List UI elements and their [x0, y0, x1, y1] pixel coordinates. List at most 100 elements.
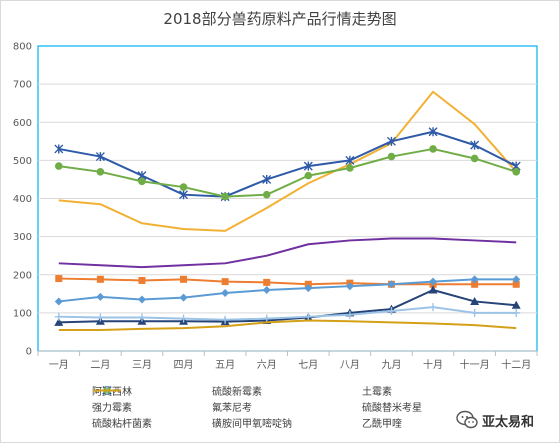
data-point	[512, 275, 521, 284]
data-point	[428, 127, 438, 137]
data-point	[179, 190, 189, 200]
y-tick-label: 200	[13, 270, 32, 281]
data-point	[221, 278, 229, 286]
x-tick-label: 十一月	[460, 358, 490, 371]
data-point	[221, 289, 230, 298]
data-point	[303, 161, 313, 171]
chart-legend: 阿莫西林 硫酸新霉素 土霉素 强力霉素 氟苯尼考 硫酸替米考星 硫酸粘杆菌素 磺胺间甲氧嘧啶钠…	[92, 384, 512, 430]
data-point	[262, 190, 271, 199]
data-point	[387, 280, 396, 289]
y-tick-label: 100	[13, 308, 32, 319]
series-9	[58, 319, 517, 332]
x-tick-label: 四月	[174, 359, 194, 371]
legend-item: 强力霉素	[92, 389, 212, 414]
y-tick-label: 700	[13, 80, 32, 91]
data-point	[96, 275, 104, 283]
legend-label: 硫酸粘杆菌素	[92, 419, 152, 430]
data-point	[180, 275, 188, 283]
data-point	[470, 275, 479, 284]
data-point	[179, 314, 188, 323]
x-tick-label: 十月	[423, 358, 443, 371]
data-point	[386, 136, 396, 146]
legend-label: 阿莫西林	[92, 387, 132, 398]
legend-label: 乙酰甲喹	[362, 419, 402, 430]
x-tick-label: 七月	[298, 359, 318, 371]
series-2	[54, 275, 521, 306]
x-tick-label: 六月	[257, 359, 277, 371]
data-point	[429, 303, 438, 312]
data-point	[262, 314, 271, 323]
data-point	[54, 312, 63, 321]
data-point	[470, 308, 479, 317]
data-point	[55, 275, 63, 283]
x-tick-label: 二月	[90, 359, 110, 371]
series-line	[58, 306, 517, 321]
data-point	[470, 296, 480, 305]
watermark: 亚太易和	[456, 410, 534, 430]
data-point	[54, 144, 64, 154]
data-point	[387, 306, 396, 315]
x-tick-label: 一月	[49, 359, 69, 371]
data-point	[96, 168, 105, 176]
data-point	[345, 155, 355, 165]
legend-label: 土霉素	[362, 387, 392, 398]
y-tick-label: 0	[26, 347, 32, 358]
data-point	[262, 286, 271, 294]
data-point	[221, 315, 230, 324]
y-tick-label: 500	[13, 156, 32, 167]
watermark-text: 亚太易和	[482, 414, 535, 430]
series-3	[54, 285, 521, 326]
legend-label: 氟苯尼考	[212, 403, 252, 414]
data-point	[345, 282, 354, 291]
series-8	[58, 237, 517, 269]
data-point	[511, 300, 521, 309]
data-point	[263, 278, 271, 286]
data-point	[179, 183, 188, 191]
legend-item: 土霉素	[93, 384, 512, 398]
x-tick-label: 八月	[340, 359, 360, 371]
series-line	[58, 278, 517, 303]
series-4	[58, 90, 517, 232]
data-point	[428, 285, 438, 294]
x-tick-label: 五月	[215, 359, 235, 371]
x-tick-label: 九月	[381, 359, 401, 371]
data-point	[54, 162, 63, 170]
data-point	[429, 145, 437, 153]
series-line	[58, 289, 517, 324]
data-point	[304, 312, 313, 321]
x-tick-label: 十二月	[501, 358, 531, 371]
wechat-icon	[456, 410, 478, 430]
legend-item: 硫酸粘杆菌素	[92, 386, 212, 430]
data-point	[512, 280, 520, 288]
data-point	[346, 164, 354, 172]
data-point	[179, 293, 188, 302]
legend-item: 硫酸新霉素	[93, 384, 362, 398]
data-point	[137, 295, 146, 304]
legend-label: 强力霉素	[92, 403, 132, 414]
data-point	[96, 292, 105, 301]
chart-title: 2018部分兽药原料产品行情走势图	[163, 10, 397, 28]
data-point	[470, 154, 479, 163]
series-line	[58, 277, 517, 286]
data-point	[137, 313, 146, 322]
data-point	[512, 168, 521, 176]
data-point	[54, 297, 63, 306]
series-6	[54, 145, 521, 201]
series-line	[58, 130, 517, 198]
legend-label: 硫酸新霉素	[212, 387, 262, 398]
data-point	[95, 152, 105, 162]
data-point	[471, 280, 479, 288]
data-point	[138, 276, 146, 284]
data-point	[470, 140, 480, 150]
legend-label: 硫酸替米考星	[362, 403, 422, 414]
data-point	[345, 310, 354, 319]
series-7	[54, 303, 521, 324]
legend-item: 氟苯尼考	[93, 386, 362, 414]
series-5	[54, 127, 521, 202]
data-point	[138, 177, 146, 186]
data-point	[262, 174, 272, 184]
data-point	[96, 313, 105, 322]
series-line	[58, 90, 517, 232]
